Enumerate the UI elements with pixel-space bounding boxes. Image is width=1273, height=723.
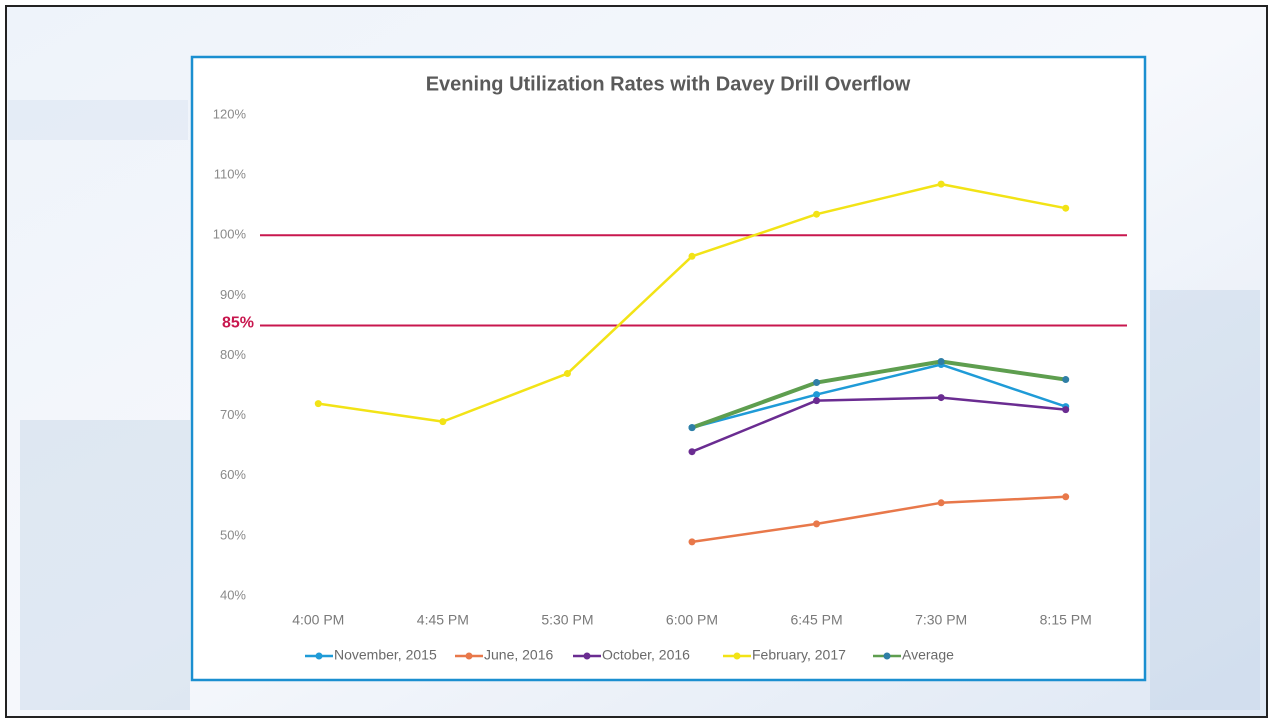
y-tick-label: 40% bbox=[220, 587, 246, 602]
series-marker bbox=[689, 253, 696, 260]
building-block bbox=[8, 100, 188, 140]
series-marker bbox=[938, 181, 945, 188]
series-marker bbox=[938, 499, 945, 506]
series-marker bbox=[813, 211, 820, 218]
series-marker bbox=[813, 520, 820, 527]
reference-label: 85% bbox=[222, 315, 254, 332]
x-tick-label: 4:00 PM bbox=[292, 612, 344, 628]
legend-marker bbox=[466, 653, 473, 660]
x-tick-label: 5:30 PM bbox=[541, 612, 593, 628]
y-tick-label: 100% bbox=[213, 227, 247, 242]
series-marker bbox=[813, 391, 820, 398]
y-tick-label: 60% bbox=[220, 467, 246, 482]
series-marker bbox=[689, 424, 696, 431]
building-block bbox=[1150, 290, 1260, 710]
page: Evening Utilization Rates with Davey Dri… bbox=[0, 0, 1273, 723]
legend-label: Average bbox=[902, 647, 954, 663]
series-marker bbox=[1062, 493, 1069, 500]
legend-label: June, 2016 bbox=[484, 647, 553, 663]
series-marker bbox=[1062, 406, 1069, 413]
y-tick-label: 50% bbox=[220, 527, 246, 542]
y-tick-label: 110% bbox=[214, 167, 247, 182]
series-marker bbox=[564, 370, 571, 377]
series-marker bbox=[938, 394, 945, 401]
series-marker bbox=[689, 538, 696, 545]
series-marker bbox=[938, 358, 945, 365]
x-tick-label: 6:00 PM bbox=[666, 612, 718, 628]
series-marker bbox=[439, 418, 446, 425]
legend-label: October, 2016 bbox=[602, 647, 690, 663]
y-tick-label: 120% bbox=[213, 106, 247, 121]
series-marker bbox=[813, 379, 820, 386]
legend-label: November, 2015 bbox=[334, 647, 437, 663]
legend-label: February, 2017 bbox=[752, 647, 846, 663]
series-marker bbox=[689, 448, 696, 455]
legend-marker bbox=[734, 653, 741, 660]
building-block bbox=[20, 420, 190, 710]
x-tick-label: 7:30 PM bbox=[915, 612, 967, 628]
y-tick-label: 80% bbox=[220, 347, 246, 362]
series-marker bbox=[1062, 376, 1069, 383]
chart-title: Evening Utilization Rates with Davey Dri… bbox=[426, 73, 911, 95]
series-marker bbox=[1062, 205, 1069, 212]
y-tick-label: 70% bbox=[220, 407, 246, 422]
series-marker bbox=[813, 397, 820, 404]
x-tick-label: 6:45 PM bbox=[791, 612, 843, 628]
x-tick-label: 4:45 PM bbox=[417, 612, 469, 628]
legend-marker bbox=[316, 653, 323, 660]
legend-marker bbox=[884, 653, 891, 660]
legend-marker bbox=[584, 653, 591, 660]
y-tick-label: 90% bbox=[220, 287, 246, 302]
series-marker bbox=[315, 400, 322, 407]
x-tick-label: 8:15 PM bbox=[1040, 612, 1092, 628]
